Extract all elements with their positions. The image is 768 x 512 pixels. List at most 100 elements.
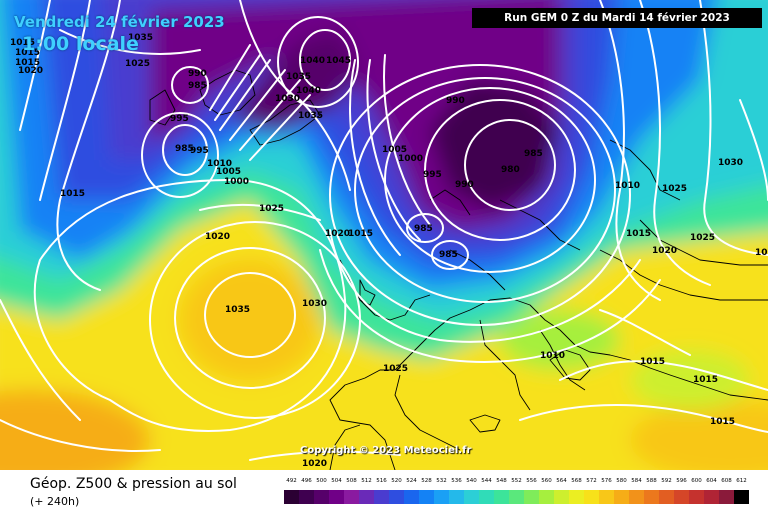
product-title: Géop. Z500 & pression au sol [30,476,237,492]
legend-swatch [344,490,359,504]
legend-swatch [329,490,344,504]
legend-swatch [704,490,719,504]
pressure-label: 1015 [710,417,735,427]
pressure-label: 1035 [286,72,311,82]
legend-value: 604 [706,478,717,484]
legend-swatch [449,490,464,504]
legend-value: 576 [601,478,612,484]
legend-value: 536 [451,478,462,484]
legend-value: 608 [721,478,732,484]
pressure-label: 995 [170,114,189,124]
legend-swatch [659,490,674,504]
legend-swatch [464,490,479,504]
pressure-label: 1035 [225,305,250,315]
pressure-label: 1015 [15,48,40,58]
legend-value: 528 [421,478,432,484]
pressure-label: 1035 [298,111,323,121]
pressure-label: 1020 [302,459,327,469]
legend-swatch [584,490,599,504]
legend-value: 552 [511,478,522,484]
legend-value: 548 [496,478,507,484]
legend-value-row: 492 496 500 504 508 512 516 520 524 528 532 536 540 5… [284,478,750,488]
legend-swatch [494,490,509,504]
copyright-notice: Copyright © 2023 Meteociel.fr [300,445,472,456]
legend-swatch [524,490,539,504]
legend-value: 612 [736,478,747,484]
pressure-label: 1040 [300,56,325,66]
pressure-label: 1020 [652,246,677,256]
pressure-label: 985 [524,149,543,159]
legend-swatch [419,490,434,504]
legend-value: 520 [391,478,402,484]
pressure-label: 1030 [275,94,300,104]
legend-swatch [629,490,644,504]
legend-value: 600 [691,478,702,484]
pressure-label: 985 [188,81,207,91]
legend-swatch [284,490,299,504]
pressure-label: 990 [446,96,465,106]
legend-swatch [299,490,314,504]
legend-value: 524 [406,478,417,484]
pressure-label: 1025 [690,233,715,243]
isobars [0,0,768,460]
legend-value: 568 [571,478,582,484]
legend-swatch [314,490,329,504]
pressure-label: 1025 [662,184,687,194]
pressure-label: 995 [423,170,442,180]
pressure-label: 1030 [302,299,327,309]
legend-swatch [599,490,614,504]
pressure-label: 990 [455,180,474,190]
legend-value: 544 [481,478,492,484]
legend-swatch [539,490,554,504]
legend-value: 532 [436,478,447,484]
model-run-banner: Run GEM 0 Z du Mardi 14 février 2023 [472,8,762,28]
legend-value: 560 [541,478,552,484]
pressure-label: 985 [439,250,458,260]
pressure-label: 1030 [718,158,743,168]
pressure-label: 1000 [224,177,249,187]
pressure-label: 1020 [325,229,350,239]
pressure-label: 1005 [216,167,241,177]
legend-swatch [614,490,629,504]
legend-swatch [509,490,524,504]
legend-swatch [359,490,374,504]
pressure-label: 1040 [296,86,321,96]
legend-value: 508 [346,478,357,484]
legend-swatch [644,490,659,504]
legend-value: 572 [586,478,597,484]
legend-swatch [554,490,569,504]
legend-swatch [734,490,749,504]
legend-value: 516 [376,478,387,484]
pressure-label: 1015 [755,248,768,258]
pressure-label: 1015 [60,189,85,199]
legend-value: 504 [331,478,342,484]
legend-value: 580 [616,478,627,484]
pressure-label: 1010 [540,351,565,361]
legend-value: 584 [631,478,642,484]
legend-swatch [404,490,419,504]
pressure-label: 990 [188,69,207,79]
pressure-label: 1025 [259,204,284,214]
legend-swatch [674,490,689,504]
legend-value: 540 [466,478,477,484]
pressure-label: 1020 [205,232,230,242]
pressure-label: 1035 [128,33,153,43]
pressure-label: 1020 [18,66,43,76]
pressure-label: 1010 [615,181,640,191]
legend-swatch [689,490,704,504]
legend-value: 588 [646,478,657,484]
pressure-label: 1000 [398,154,423,164]
pressure-label: 995 [190,146,209,156]
legend-value: 512 [361,478,372,484]
forecast-date-title: Vendredi 24 février 2023 [14,13,225,31]
pressure-label: 1015 [640,357,665,367]
legend-value: 596 [676,478,687,484]
legend-value: 500 [316,478,327,484]
pressure-label: 1015 [348,229,373,239]
legend-value: 556 [526,478,537,484]
pressure-label: 1005 [382,145,407,155]
legend-value: 564 [556,478,567,484]
forecast-time-title: 1:00 locale [22,33,139,55]
